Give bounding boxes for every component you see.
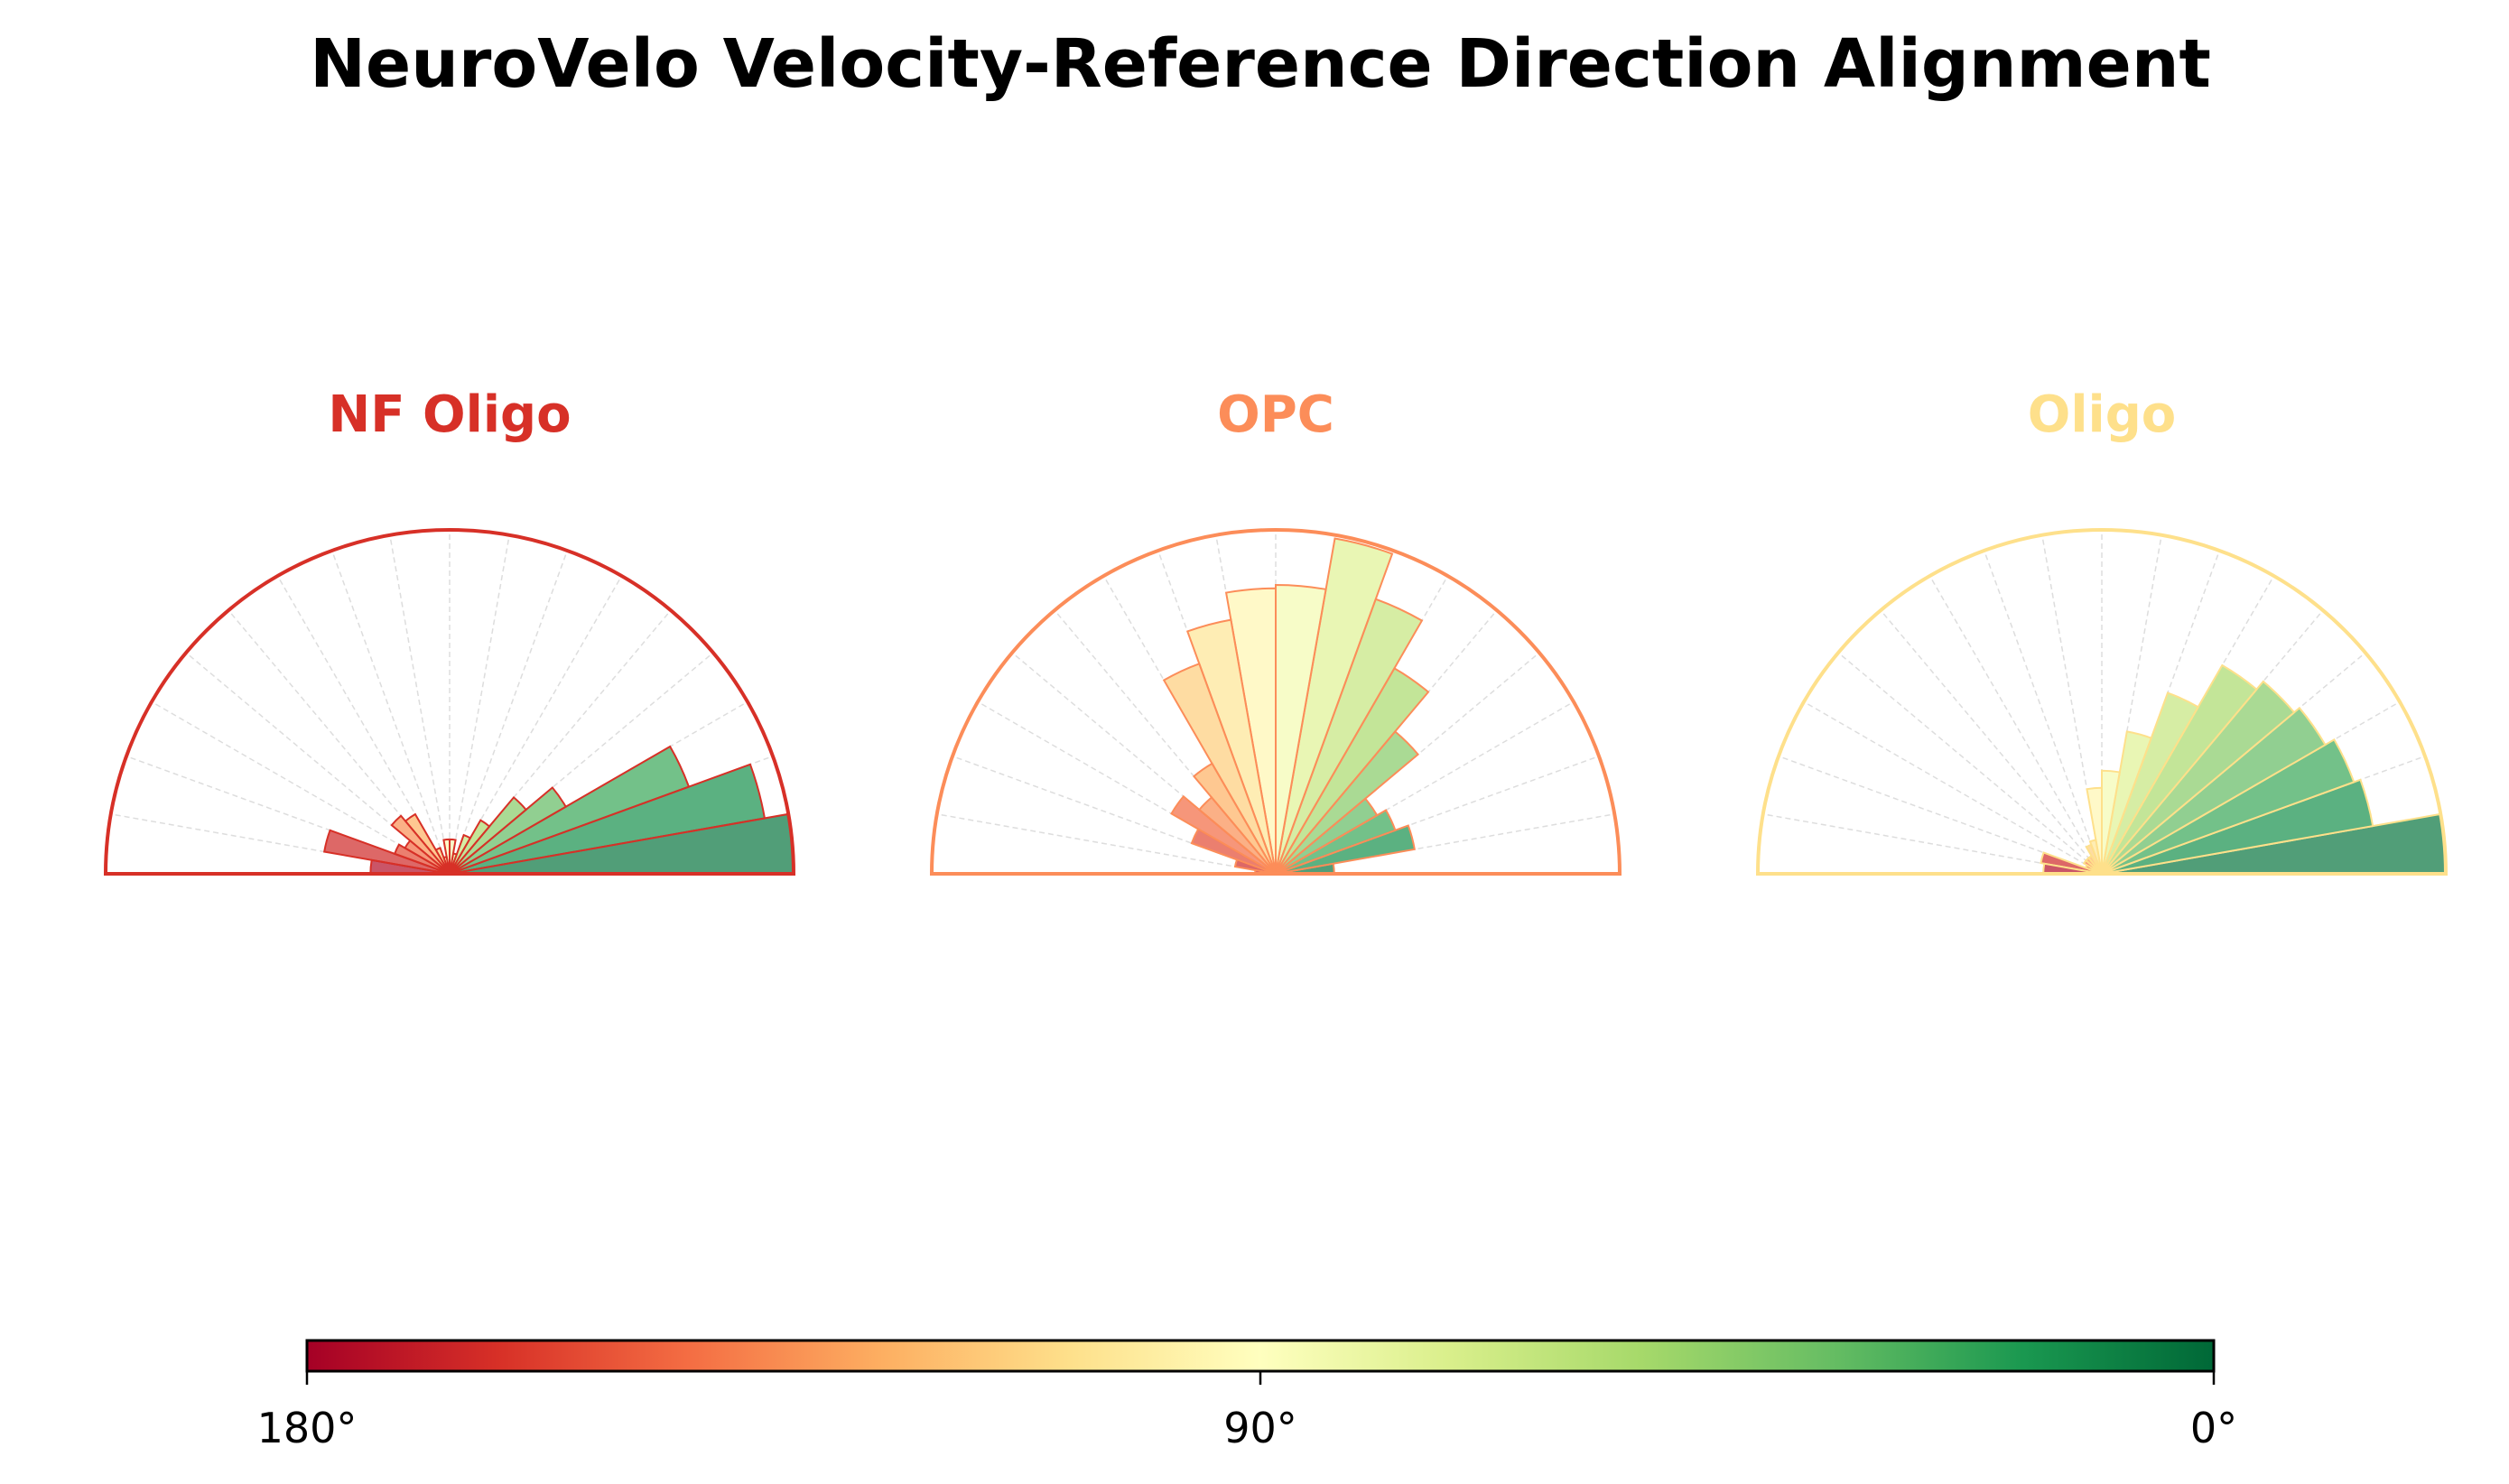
grid-line	[389, 534, 451, 875]
polar-bar	[2040, 851, 2103, 875]
polar-bar	[449, 745, 691, 875]
polar-panel-nf-oligo: NF Oligo	[103, 385, 796, 876]
polar-bar	[449, 795, 528, 875]
grid-line	[936, 813, 1277, 875]
polar-bar	[2101, 769, 2122, 875]
panel-title: Oligo	[2028, 385, 2177, 444]
polar-bar	[449, 763, 767, 875]
polar-bar	[1192, 762, 1277, 875]
colorbar-gradient	[305, 1339, 2216, 1373]
colorbar: 180° 90° 0°	[257, 1339, 2237, 1452]
polar-bar	[1275, 809, 1397, 875]
grid-line	[1837, 652, 2103, 875]
polar-bar	[2101, 663, 2258, 875]
polar-bar	[1233, 858, 1277, 875]
polar-bar	[1185, 618, 1277, 875]
chart-title: NeuroVelo Velocity-Reference Direction A…	[310, 25, 2211, 103]
grid-line	[1803, 700, 2103, 875]
polar-panel-oligo: Oligo	[1755, 385, 2449, 876]
polar-bar	[1275, 583, 1327, 875]
polar-bar	[1275, 537, 1394, 875]
grid-line	[449, 534, 510, 875]
grid-line	[449, 550, 569, 875]
panel-title: OPC	[1217, 385, 1334, 444]
grid-line	[1928, 575, 2103, 875]
panel-title: NF Oligo	[328, 385, 571, 444]
polar-bar	[2101, 730, 2153, 875]
polar-bar	[1190, 828, 1277, 875]
polar-bar	[449, 786, 568, 875]
grid-line	[330, 550, 451, 875]
polar-bar	[390, 814, 451, 875]
polar-frame	[1755, 528, 2449, 876]
polar-bar	[2101, 778, 2374, 875]
polar-bar	[2101, 680, 2296, 875]
grid-line	[1880, 609, 2103, 875]
polar-bar	[2101, 691, 2200, 875]
polar-bar	[1162, 663, 1277, 875]
polar-bar	[449, 833, 472, 875]
colorbar-tick-label: 0°	[2190, 1404, 2237, 1452]
colorbar-tick-label: 180°	[257, 1404, 358, 1452]
polar-bar	[2101, 738, 2356, 875]
polar-bar	[2101, 706, 2327, 875]
colorbar-tick-label: 90°	[1223, 1404, 1297, 1452]
polar-frame	[103, 528, 796, 876]
polar-panel-opc: OPC	[929, 385, 1622, 876]
polar-bar	[449, 819, 491, 875]
grid-line	[1983, 550, 2103, 875]
polar-frame	[929, 528, 1622, 876]
polar-bar	[1170, 794, 1277, 875]
polar-bar	[323, 829, 451, 875]
